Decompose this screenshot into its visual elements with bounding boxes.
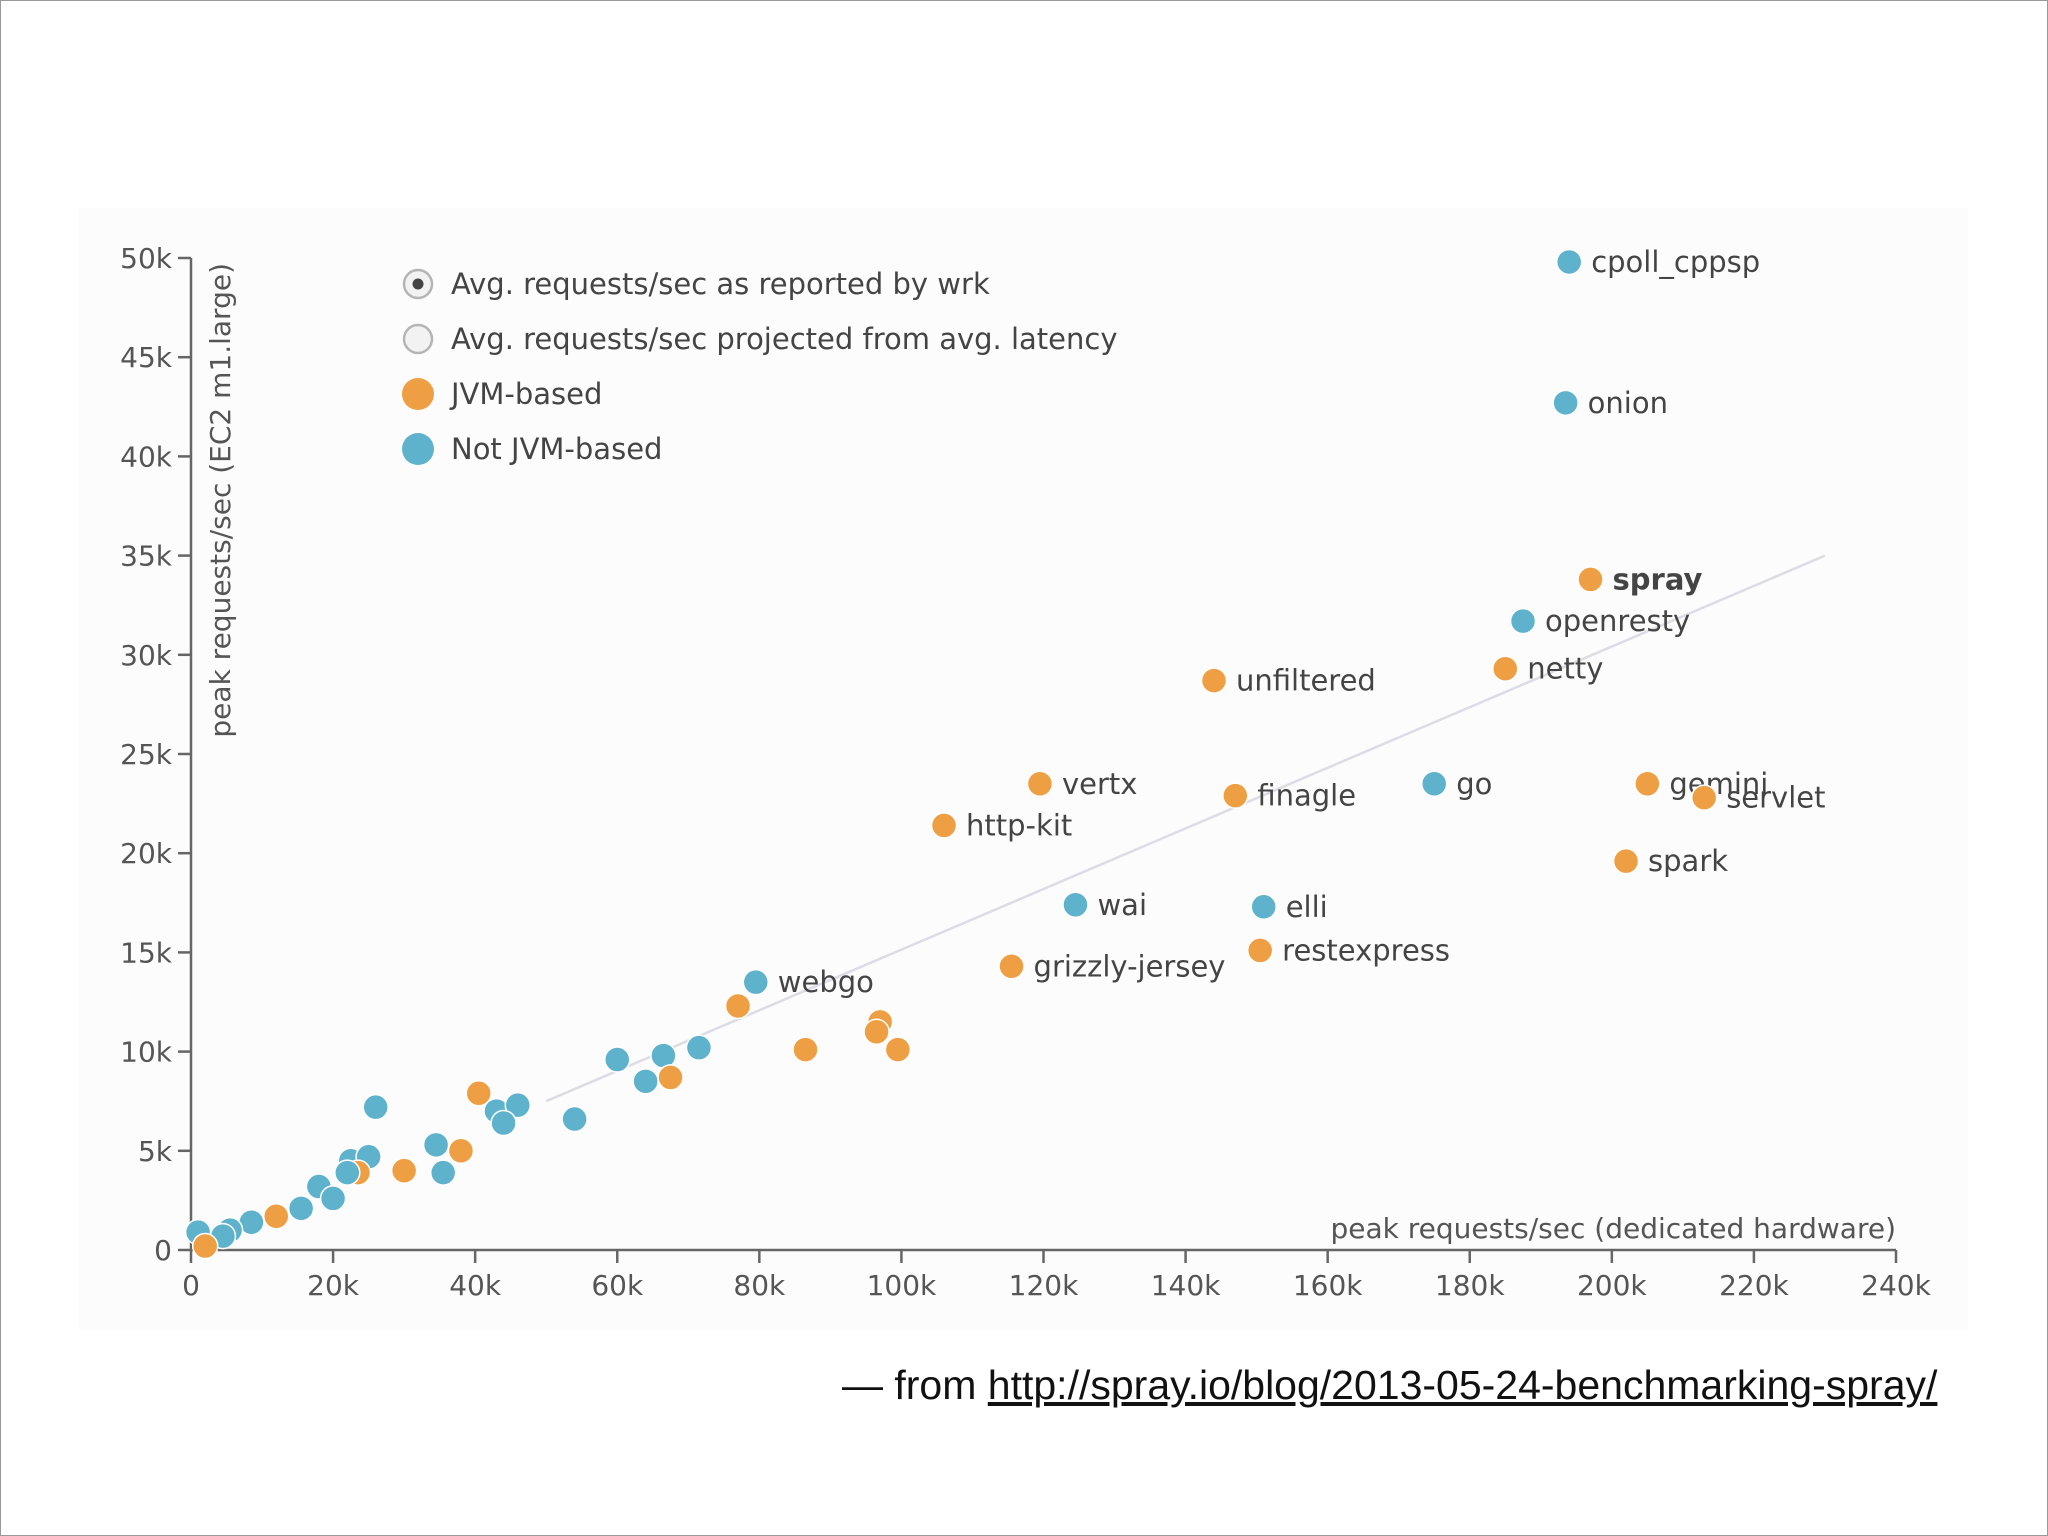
data-point xyxy=(319,1185,347,1212)
x-tick-label: 240k xyxy=(1861,1269,1931,1302)
x-tick-label: 120k xyxy=(1009,1269,1079,1302)
point-label-servlet: servlet xyxy=(1726,781,1825,815)
source-caption: — from http://spray.io/blog/2013-05-24-b… xyxy=(842,1362,1937,1409)
data-point-gemini xyxy=(1634,770,1661,798)
data-point xyxy=(884,1036,912,1063)
x-tick-label: 220k xyxy=(1719,1269,1789,1302)
data-point xyxy=(422,1131,450,1159)
data-point xyxy=(657,1064,684,1091)
source-link[interactable]: http://spray.io/blog/2013-05-24-benchmar… xyxy=(987,1362,1938,1408)
x-tick-label: 200k xyxy=(1577,1269,1647,1302)
y-tick-label: 45k xyxy=(120,341,173,374)
point-label-spray: spray xyxy=(1613,562,1703,596)
point-label-unfiltered: unfiltered xyxy=(1236,664,1376,698)
data-point-servlet xyxy=(1690,784,1718,811)
x-tick-label: 100k xyxy=(867,1269,937,1302)
data-point-onion xyxy=(1552,389,1579,417)
y-tick-label: 15k xyxy=(120,936,173,969)
data-point xyxy=(604,1046,631,1073)
point-label-wai: wai xyxy=(1097,888,1147,922)
y-tick-label: 35k xyxy=(120,540,173,573)
legend-marker xyxy=(402,433,434,465)
y-tick-label: 25k xyxy=(120,738,173,771)
data-point xyxy=(287,1195,315,1222)
x-tick-label: 80k xyxy=(733,1269,786,1302)
data-point xyxy=(863,1018,890,1046)
y-tick-label: 0 xyxy=(154,1234,172,1267)
y-tick-label: 50k xyxy=(120,242,173,275)
x-tick-label: 180k xyxy=(1435,1269,1505,1302)
data-point xyxy=(561,1105,588,1133)
y-tick-label: 20k xyxy=(120,837,173,870)
x-axis-label: peak requests/sec (dedicated hardware) xyxy=(1330,1212,1896,1245)
data-point-elli xyxy=(1250,893,1277,921)
data-point xyxy=(465,1080,492,1107)
data-point xyxy=(632,1068,659,1095)
data-point xyxy=(490,1109,517,1137)
data-point-wai xyxy=(1062,891,1089,919)
trend-line xyxy=(545,554,1826,1103)
point-label-netty: netty xyxy=(1527,652,1603,686)
caption-prefix: — from xyxy=(842,1362,988,1408)
point-label-grizzly-jersey: grizzly-jersey xyxy=(1034,949,1226,983)
data-point-cpoll_cppsp xyxy=(1555,248,1583,276)
x-tick-label: 140k xyxy=(1151,1269,1221,1302)
point-label-spark: spark xyxy=(1648,844,1728,878)
y-tick-label: 40k xyxy=(120,440,173,473)
point-label-webgo: webgo xyxy=(778,965,874,999)
y-axis-label: peak requests/sec (EC2 m1.large) xyxy=(204,263,237,738)
data-point-go xyxy=(1420,770,1448,798)
data-point xyxy=(504,1091,532,1119)
x-tick-label: 20k xyxy=(307,1269,360,1302)
point-label-finagle: finagle xyxy=(1257,779,1356,813)
y-tick-label: 30k xyxy=(120,639,173,672)
data-point xyxy=(362,1093,389,1121)
legend-series-label: JVM-based xyxy=(449,377,602,411)
legend-marker xyxy=(402,378,434,410)
point-label-gemini: gemini xyxy=(1669,767,1768,801)
x-tick-label: 160k xyxy=(1293,1269,1363,1302)
data-point-grizzly-jersey xyxy=(998,953,1025,980)
data-point-vertx xyxy=(1026,770,1054,798)
point-label-restexpress: restexpress xyxy=(1282,933,1450,967)
legend-radio-label: Avg. requests/sec as reported by wrk xyxy=(451,267,990,301)
legend-series-label: Not JVM-based xyxy=(451,432,662,466)
point-label-cpoll_cppsp: cpoll_cppsp xyxy=(1591,245,1760,279)
data-point-unfiltered xyxy=(1200,667,1228,694)
point-label-openresty: openresty xyxy=(1545,604,1690,638)
data-point-openresty xyxy=(1509,607,1537,635)
data-point xyxy=(429,1159,457,1186)
point-label-vertx: vertx xyxy=(1062,767,1137,801)
data-point xyxy=(334,1159,361,1186)
point-label-http-kit: http-kit xyxy=(966,808,1072,842)
legend-radio xyxy=(402,323,434,355)
x-tick-label: 60k xyxy=(591,1269,644,1302)
data-point xyxy=(447,1137,475,1165)
x-tick-label: 40k xyxy=(449,1269,502,1302)
data-point-finagle xyxy=(1222,782,1249,809)
data-point xyxy=(685,1034,713,1061)
point-label-elli: elli xyxy=(1286,890,1328,924)
data-point-spray xyxy=(1577,566,1604,593)
data-point xyxy=(263,1203,290,1230)
data-point-http-kit xyxy=(930,812,958,839)
data-point xyxy=(191,1232,219,1260)
data-point-netty xyxy=(1492,655,1519,682)
y-tick-label: 5k xyxy=(138,1135,173,1168)
scatter-chart: 0 5k 10k 15k 20k 25k 30k 35k 40k 45k 50k 0 20k 40k 60k… xyxy=(120,242,1931,1302)
x-tick-label: 0 xyxy=(182,1269,200,1302)
data-point-spark xyxy=(1612,847,1640,875)
data-point xyxy=(390,1157,418,1184)
y-tick-label: 10k xyxy=(120,1036,173,1069)
point-label-go: go xyxy=(1456,767,1492,801)
legend-radio-dot xyxy=(412,278,424,290)
point-label-onion: onion xyxy=(1588,386,1668,420)
legend-radio-label: Avg. requests/sec projected from avg. la… xyxy=(451,322,1118,356)
data-point xyxy=(724,992,752,1020)
data-point-restexpress xyxy=(1246,937,1274,964)
data-point-webgo xyxy=(742,968,770,996)
data-point xyxy=(792,1036,819,1063)
chart-panel: 0 5k 10k 15k 20k 25k 30k 35k 40k 45k 50k 0 20k 40k 60k… xyxy=(78,208,1968,1330)
